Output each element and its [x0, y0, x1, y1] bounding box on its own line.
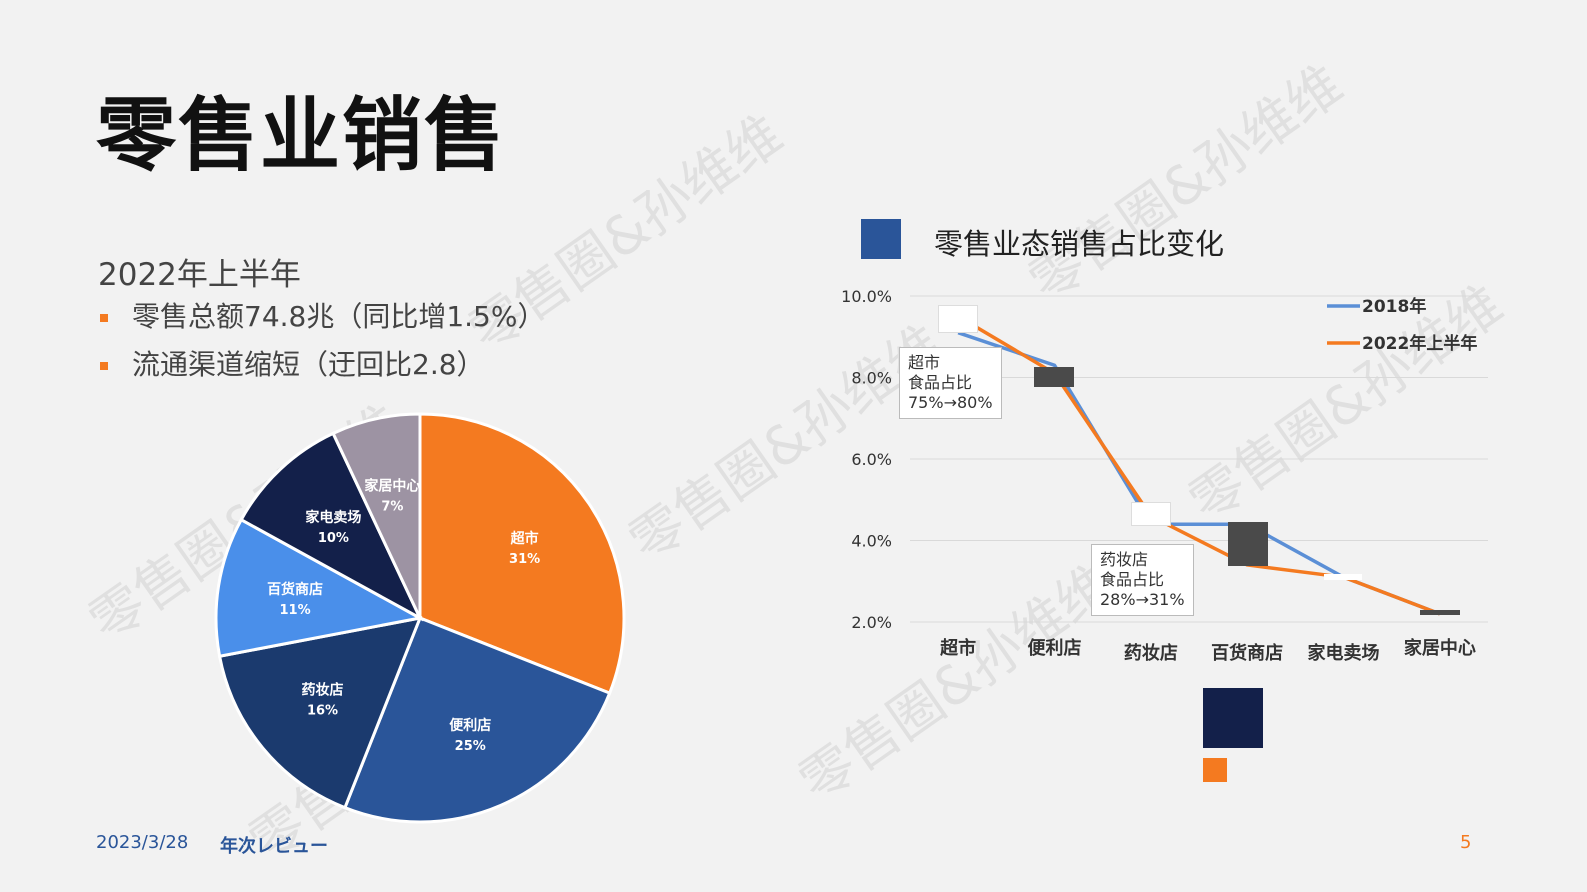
y-tick-label: 4.0% — [851, 532, 892, 551]
pie-slice-label: 超市 — [510, 530, 539, 547]
decor-dark-box — [1420, 610, 1460, 615]
legend-label: 2018年 — [1362, 296, 1426, 317]
annotation-line: 28%→31% — [1100, 590, 1185, 609]
pie-slice — [239, 431, 424, 622]
bullet-square-icon — [100, 314, 108, 322]
y-tick-label: 8.0% — [851, 369, 892, 388]
y-tick-label: 6.0% — [851, 450, 892, 469]
pie-slice-label: 药妆店 — [302, 682, 344, 699]
chart-legend-square — [861, 219, 901, 259]
bullet-text: 零售总额74.8兆（同比增1.5%） — [132, 300, 546, 333]
page-title: 零售业销售 — [96, 89, 506, 182]
pie-slice-label: 家电卖场 — [305, 509, 361, 526]
x-tick-label: 百货商店 — [1211, 642, 1283, 664]
annotation-line: 药妆店 — [1100, 550, 1149, 569]
annotation-drugstore: 药妆店 食品占比 28%→31% — [1091, 544, 1194, 616]
bullet-list: 零售总额74.8兆（同比增1.5%） 流通渠道缩短（迂回比2.8） — [98, 297, 545, 393]
pie-chart: 超市 31% 便利店 25% 药妆店 16% 百货商店 11% 家电卖场 10% 家居中心 7% — [214, 412, 626, 824]
x-tick-label: 超市 — [940, 637, 976, 659]
bullet-item: 零售总额74.8兆（同比增1.5%） — [98, 297, 545, 345]
pie-slice-label: 百货商店 — [267, 581, 323, 598]
decor-navy-square — [1203, 688, 1263, 748]
decor-orange-square — [1203, 758, 1227, 782]
annotation-supermarket: 超市 食品占比 75%→80% — [899, 347, 1002, 419]
footer-date: 2023/3/28 — [96, 832, 189, 853]
bullet-item: 流通渠道缩短（迂回比2.8） — [98, 345, 545, 393]
line-chart-title: 零售业态销售占比变化 — [934, 227, 1225, 261]
pie-slice-label: 家居中心 — [364, 478, 420, 495]
legend-label: 2022年上半年 — [1362, 333, 1477, 354]
y-tick-label: 2.0% — [851, 613, 892, 632]
bullet-square-icon — [100, 362, 108, 370]
page-number: 5 — [1460, 832, 1472, 853]
annotation-line: 食品占比 — [1100, 570, 1165, 589]
x-tick-label: 家电卖场 — [1308, 642, 1380, 664]
bullet-text: 流通渠道缩短（迂回比2.8） — [132, 348, 485, 381]
decor-dark-box — [1228, 522, 1268, 566]
decor-white-box — [1131, 502, 1171, 526]
annotation-line: 超市 — [908, 353, 941, 372]
pie-slice-percent: 7% — [381, 500, 403, 515]
pie-slice — [214, 517, 425, 658]
series-line — [957, 314, 1441, 616]
pie-slice-label: 便利店 — [449, 717, 491, 734]
pie-slice — [331, 412, 422, 619]
decor-dark-box — [1034, 367, 1074, 387]
x-tick-label: 家居中心 — [1404, 637, 1476, 659]
section-subtitle: 2022年上半年 — [98, 257, 301, 293]
pie-slice-percent: 25% — [455, 739, 486, 754]
decor-white-box — [938, 305, 978, 333]
footer-title: 年次レビュー — [220, 836, 328, 857]
pie-slice — [418, 412, 626, 696]
pie-slice-percent: 16% — [307, 704, 338, 719]
x-tick-label: 便利店 — [1028, 637, 1082, 659]
decor-white-box — [1324, 574, 1362, 580]
annotation-line: 食品占比 — [908, 373, 973, 392]
pie-slice — [217, 616, 423, 810]
line-chart: 10.0%8.0%6.0%4.0%2.0%超市 便利店 药妆店 百货商店 家电卖场 家居中… — [841, 287, 1488, 664]
pie-slice — [342, 616, 612, 824]
series-line — [957, 331, 1441, 616]
pie-slice-percent: 10% — [318, 531, 349, 546]
pie-slice-percent: 11% — [280, 603, 311, 618]
pie-slice-percent: 31% — [509, 552, 540, 567]
y-tick-label: 10.0% — [841, 287, 892, 306]
x-tick-label: 药妆店 — [1124, 642, 1178, 664]
annotation-line: 75%→80% — [908, 393, 993, 412]
